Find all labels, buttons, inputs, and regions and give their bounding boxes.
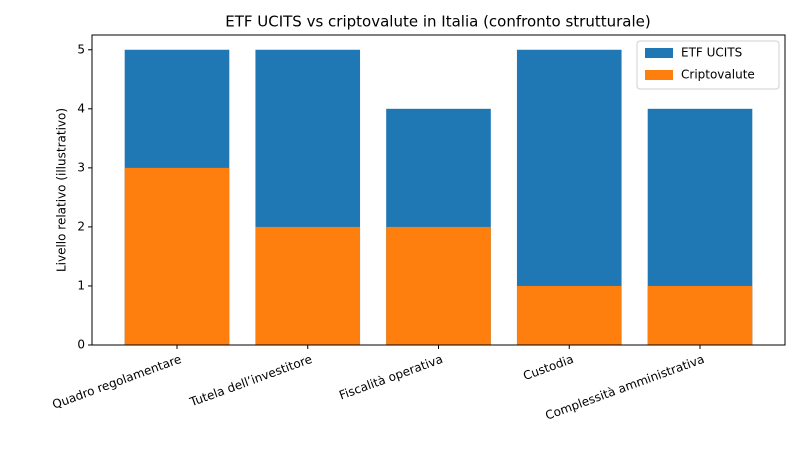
legend-label: ETF UCITS: [681, 46, 742, 60]
plot-frame: [91, 34, 786, 346]
legend-label: Criptovalute: [681, 68, 755, 82]
x-tick-label: Custodia: [521, 352, 575, 383]
y-tick-label: 1: [77, 278, 85, 292]
legend-swatch: [645, 48, 673, 58]
y-axis-label: Livello relativo (illustrativo): [55, 108, 69, 272]
bar: [516, 285, 622, 345]
x-tick-label: Quadro regolamentare: [50, 352, 183, 412]
y-tick-label: 5: [77, 42, 85, 56]
y-tick-label: 3: [77, 160, 85, 174]
bar: [124, 167, 230, 345]
legend-swatch: [645, 70, 673, 80]
bar: [386, 226, 491, 345]
bar: [647, 285, 753, 345]
y-tick-label: 0: [77, 338, 85, 352]
y-tick-label: 2: [77, 219, 85, 233]
x-tick-label: Tutela dell’investitore: [187, 352, 314, 410]
x-tick-label: Fiscalità operativa: [337, 352, 444, 403]
chart-title: ETF UCITS vs criptovalute in Italia (con…: [225, 13, 651, 31]
y-tick-label: 4: [77, 101, 85, 115]
bar: [255, 226, 361, 345]
